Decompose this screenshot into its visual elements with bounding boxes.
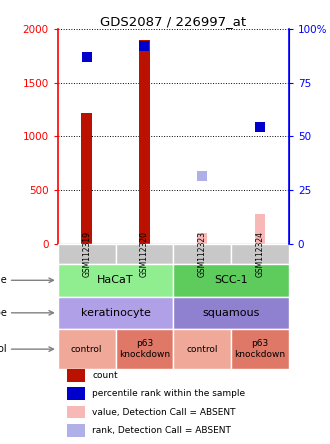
Bar <box>67 369 85 382</box>
Text: cell line: cell line <box>0 275 7 285</box>
Text: percentile rank within the sample: percentile rank within the sample <box>92 389 246 398</box>
Bar <box>58 297 173 329</box>
Text: value, Detection Call = ABSENT: value, Detection Call = ABSENT <box>92 408 236 416</box>
Bar <box>231 244 289 264</box>
Bar <box>67 406 85 418</box>
Text: p63
knockdown: p63 knockdown <box>234 339 285 359</box>
Text: GSM112319: GSM112319 <box>82 231 91 277</box>
Bar <box>197 233 207 244</box>
Text: GSM112323: GSM112323 <box>198 231 207 277</box>
Bar <box>231 329 289 369</box>
Bar <box>173 297 289 329</box>
Title: GDS2087 / 226997_at: GDS2087 / 226997_at <box>100 15 246 28</box>
Text: keratinocyte: keratinocyte <box>81 308 150 318</box>
Point <box>199 173 205 180</box>
Bar <box>255 214 265 244</box>
Bar <box>58 244 115 264</box>
Text: rank, Detection Call = ABSENT: rank, Detection Call = ABSENT <box>92 426 231 435</box>
Bar <box>67 424 85 437</box>
Bar <box>82 113 92 244</box>
Text: control: control <box>186 345 218 353</box>
Text: GSM112320: GSM112320 <box>140 231 149 277</box>
Point <box>142 43 147 50</box>
Text: control: control <box>71 345 102 353</box>
Text: count: count <box>92 371 118 380</box>
Text: protocol: protocol <box>0 344 7 354</box>
Point <box>84 53 89 60</box>
Bar <box>115 329 173 369</box>
Bar <box>173 244 231 264</box>
Bar <box>115 244 173 264</box>
Text: cell type: cell type <box>0 308 7 318</box>
Text: squamous: squamous <box>202 308 260 318</box>
Bar <box>139 40 149 244</box>
Bar <box>173 264 289 297</box>
Bar <box>67 388 85 400</box>
Text: GSM112324: GSM112324 <box>255 231 264 277</box>
Bar <box>58 264 173 297</box>
Text: HaCaT: HaCaT <box>97 275 134 285</box>
Text: p63
knockdown: p63 knockdown <box>119 339 170 359</box>
Bar <box>58 329 115 369</box>
Text: SCC-1: SCC-1 <box>214 275 248 285</box>
Point <box>257 123 263 130</box>
Bar <box>173 329 231 369</box>
